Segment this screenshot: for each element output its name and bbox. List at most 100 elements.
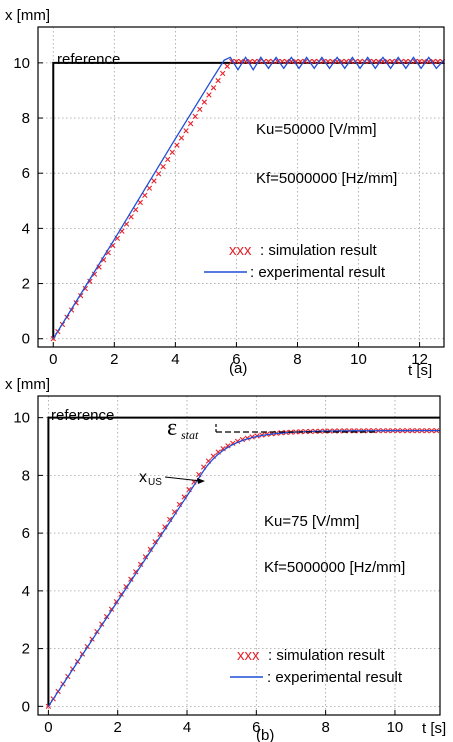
y-axis-title-b: x [mm] [5,376,50,393]
xus-arrow-head-b [197,478,205,484]
simulation-point-a [96,264,102,270]
legend-experimental-label-a: : experimental result [250,264,386,281]
simulation-point-a [206,92,212,98]
simulation-point-a [348,58,354,65]
simulation-point-a [210,85,217,91]
legend-simulation-label-b: : simulation result [268,647,386,664]
xus-subscript-b: US [148,477,162,488]
y-tick-label: 0 [22,698,30,715]
x-tick-label: 2 [114,719,122,736]
gain-kf-label-b: Kf=5000000 [Hz/mm] [264,559,405,576]
simulation-point-a [215,77,221,84]
x-axis-title-b: t [s] [422,720,446,737]
x-axis-title-a: t [s] [408,362,432,379]
y-tick-labels-b: 0 2 4 6 8 10 [13,410,30,716]
x-tick-labels-b: 0 2 4 6 8 10 [44,719,403,736]
y-tick-label: 0 [22,331,30,348]
simulation-point-a [233,58,240,65]
grid-a [38,27,444,347]
gain-ku-label-a: Ku=50000 [V/mm] [256,121,376,138]
simulation-point-b [133,569,139,575]
simulation-point-a [197,106,203,112]
simulation-point-a [293,58,299,65]
y-tick-label: 2 [22,276,30,293]
legend-simulation-label-a: : simulation result [260,242,378,259]
simulation-point-a [430,58,437,65]
plot-frame-a [37,26,445,348]
y-tick-label: 10 [13,55,30,72]
simulation-point-a [178,135,185,141]
gain-kf-label-a: Kf=5000000 [Hz/mm] [256,170,397,187]
simulation-point-a [160,163,166,170]
panel-label-a: (a) [229,360,247,377]
legend-simulation-marker-b: xxx [237,647,260,664]
reference-line-b [47,416,440,707]
x-tick-label: 0 [44,719,52,736]
y-tick-label: 4 [22,220,30,237]
simulation-point-a [311,58,317,65]
reference-label-b: reference [51,407,114,424]
epsilon-label-b: ε [167,415,177,441]
simulation-point-a [302,58,308,65]
x-tick-label: 2 [110,351,118,368]
x-tick-label: 8 [321,719,329,736]
series-b [45,416,441,710]
grid-b [38,396,440,715]
chart-panel-b: 0 2 4 6 8 10 0 2 4 6 8 10 x [mm] t [s] (b) referen… [5,376,446,742]
y-axis-title-a: x [mm] [5,7,50,24]
y-tick-label: 10 [13,410,30,427]
simulation-point-a [339,58,345,65]
simulation-point-a [435,58,441,65]
y-tick-label: 6 [22,525,30,542]
x-tick-label: 0 [49,351,57,368]
simulation-point-b [152,539,158,545]
x-tick-label: 4 [183,719,191,736]
simulation-point-a [252,58,258,65]
legend-experimental-label-b: : experimental result [267,669,403,686]
x-tick-labels-a: 0 2 4 6 8 10 12 [49,351,428,368]
y-tick-label: 8 [22,110,30,127]
simulation-point-a [155,171,162,177]
panel-label-b: (b) [256,727,274,742]
experimental-line-a [52,56,445,340]
simulation-point-a [320,58,327,65]
simulation-point-a [165,156,171,163]
simulation-point-a [403,58,409,65]
y-tick-label: 4 [22,583,30,600]
legend-a: xxx : simulation result : experimental r… [204,242,386,281]
chart-panel-a: 0 2 4 6 8 10 0 2 4 6 8 10 12 x [mm] t [s] (a) refer… [5,7,446,379]
xus-label-b: x [139,469,147,486]
simulation-point-a [219,70,226,77]
simulation-point-b [157,531,163,538]
simulation-point-a [192,113,198,120]
simulation-point-a [284,58,290,65]
simulation-point-b [137,561,144,567]
simulation-point-a [375,58,382,65]
legend-b: xxx : simulation result : experimental r… [230,647,403,686]
simulation-point-a [169,149,176,155]
simulation-point-a [393,58,400,65]
simulation-point-b [147,546,153,553]
x-tick-label: 8 [293,351,301,368]
plot-frame-b [37,395,441,716]
simulation-point-a [421,58,427,65]
series-a [50,56,446,342]
simulation-point-a [87,278,93,285]
legend-simulation-marker-a: xxx [229,242,252,259]
reference-label-a: reference [57,51,120,68]
xus-arrow-b [164,476,202,482]
y-tick-label: 8 [22,467,30,484]
simulation-point-b [142,554,149,560]
simulation-point-a [201,99,208,105]
simulation-point-a [183,128,189,134]
simulation-point-a [357,58,363,65]
epsilon-subscript-b: stat [181,428,199,442]
x-tick-label: 6 [232,351,240,368]
y-tick-label: 2 [22,641,30,658]
simulation-point-a [366,58,372,65]
simulation-point-b [225,443,231,449]
simulation-point-a [132,206,139,213]
x-tick-label: 6 [252,719,260,736]
simulation-point-a [151,178,157,184]
